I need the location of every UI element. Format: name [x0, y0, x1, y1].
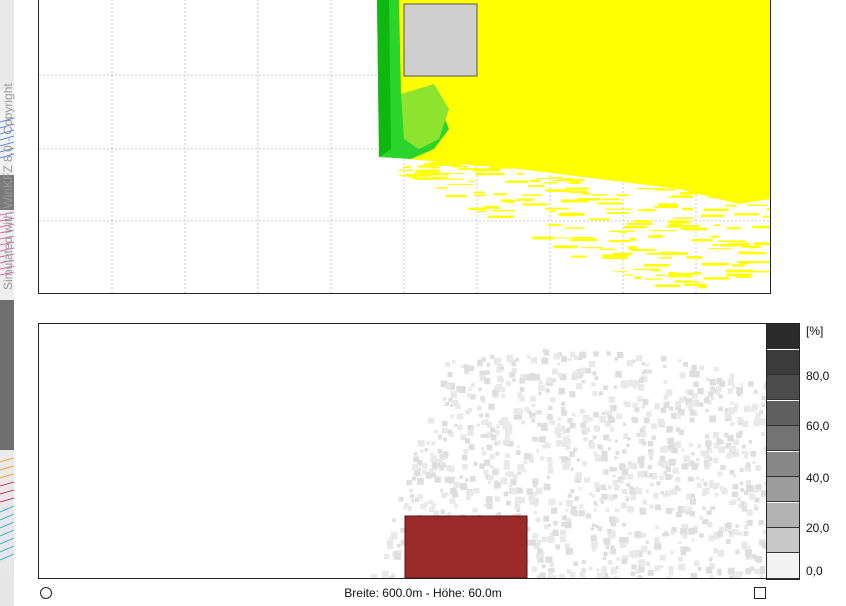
radio-circle-icon[interactable]	[40, 587, 52, 599]
legend-swatch	[767, 426, 799, 451]
legend-swatch	[767, 400, 799, 426]
obstacle-section	[404, 515, 528, 578]
checkbox-square-icon[interactable]	[754, 587, 766, 599]
side-graphic	[0, 0, 14, 561]
legend-swatch	[767, 375, 799, 400]
legend-tick-80: 80,0	[806, 369, 830, 383]
cross-section-canvas	[370, 348, 770, 578]
cross-section-panel[interactable]	[38, 323, 771, 579]
legend-swatch	[767, 477, 799, 502]
legend-swatch	[767, 349, 799, 375]
left-side-strip	[0, 0, 14, 606]
legend-swatch	[767, 553, 799, 579]
legend-tick-20: 20,0	[806, 521, 830, 535]
legend-swatch	[767, 502, 799, 528]
watermark-text: Simulated with WinKFZ 8.0 - Copyright	[1, 83, 15, 290]
legend-tick-60: 60,0	[806, 419, 830, 433]
dimensions-label: Breite: 600.0m - Höhe: 60.0m	[344, 586, 502, 600]
legend-unit: [%]	[806, 324, 824, 338]
legend-swatch	[767, 528, 799, 553]
legend-swatch	[767, 324, 799, 349]
obstacle-building	[403, 3, 478, 77]
legend-tick-0: 0,0	[806, 564, 823, 578]
plan-view-panel[interactable]	[38, 0, 771, 294]
legend-tick-40: 40,0	[806, 471, 830, 485]
plan-view-canvas	[39, 0, 770, 293]
legend-swatch	[767, 451, 799, 477]
concentration-legend	[766, 323, 800, 580]
